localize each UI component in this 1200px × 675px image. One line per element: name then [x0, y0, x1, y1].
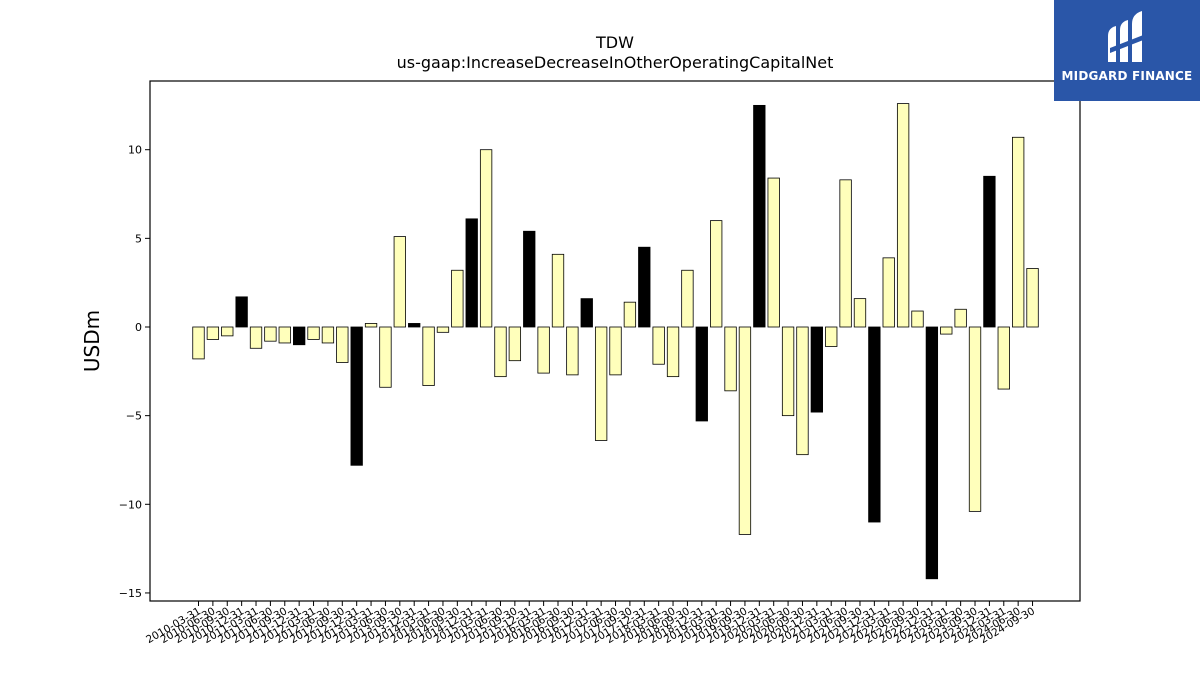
bars-group	[192, 103, 1039, 580]
bar-2023-06-30	[954, 308, 967, 328]
bar-2017-06-30	[609, 326, 622, 376]
bar-2015-03-31	[479, 149, 493, 328]
bar-2022-12-31	[925, 326, 939, 580]
bar-2012-09-30	[336, 326, 349, 363]
bar-2014-06-30	[436, 326, 450, 333]
bar-2020-09-30	[796, 326, 809, 456]
chart-subtitle: us-gaap:IncreaseDecreaseInOtherOperating…	[397, 53, 834, 72]
bar-2014-09-30	[451, 269, 464, 328]
bar-2023-03-31	[940, 326, 953, 335]
x-axis: 2010-03-312010-06-302010-09-302010-12-31…	[144, 601, 1037, 646]
bar-2020-12-31	[810, 326, 823, 413]
bar-2023-09-30	[968, 326, 982, 512]
bar-2024-09-30	[1026, 268, 1039, 328]
bar-2021-09-30	[853, 298, 867, 328]
plot-frame	[149, 80, 1081, 602]
bar-2016-06-30	[551, 253, 565, 328]
y-tick-label: −5	[126, 410, 142, 423]
y-tick-label: −15	[119, 587, 142, 600]
bar-2024-06-30	[1012, 136, 1025, 328]
bar-2013-03-31	[364, 323, 378, 328]
bar-2011-09-30	[278, 326, 291, 344]
bar-2020-06-30	[781, 326, 795, 417]
bar-2016-12-31	[580, 298, 593, 328]
bar-2018-12-31	[695, 326, 708, 422]
bar-2010-06-30	[206, 326, 220, 340]
bar-2010-09-30	[221, 326, 234, 337]
bar-2019-09-30	[738, 326, 752, 535]
bar-2021-12-31	[868, 326, 881, 523]
bar-2019-03-31	[710, 220, 723, 328]
logo-text: MIDGARD FINANCE	[1061, 69, 1193, 83]
bar-2011-12-31	[293, 326, 306, 346]
y-tick-label: 5	[135, 232, 142, 245]
bar-2015-06-30	[494, 326, 507, 378]
bar-2018-06-30	[666, 326, 680, 378]
bar-2011-06-30	[264, 326, 277, 342]
bar-2016-03-31	[537, 326, 550, 374]
bar-2013-06-30	[379, 326, 392, 388]
bar-2010-03-31	[192, 326, 205, 360]
y-tick-label: 0	[135, 321, 142, 334]
bar-2012-12-31	[350, 326, 363, 466]
bar-2022-03-31	[882, 257, 895, 328]
bar-2012-03-31	[307, 326, 320, 340]
bar-2015-12-31	[523, 230, 536, 328]
bar-2013-09-30	[393, 236, 406, 328]
bar-2018-09-30	[681, 269, 694, 328]
bar-2021-03-31	[825, 326, 838, 347]
bar-2013-12-31	[408, 323, 421, 328]
bar-2017-09-30	[623, 301, 637, 328]
midgard-finance-logo: MIDGARD FINANCE	[1054, 0, 1200, 101]
bar-2022-09-30	[911, 310, 924, 328]
bar-2020-03-31	[767, 177, 780, 328]
y-tick-label: 10	[128, 144, 142, 157]
bar-2017-12-31	[638, 246, 651, 328]
bar-2019-12-31	[753, 104, 766, 328]
bar-2010-12-31	[235, 296, 248, 328]
midgard-logo-icon	[1108, 11, 1146, 62]
chart-title: TDW	[595, 33, 634, 52]
y-tick-label: −10	[119, 498, 142, 511]
bar-2011-03-31	[249, 326, 263, 349]
bar-2023-12-31	[983, 175, 996, 328]
bar-2016-09-30	[566, 326, 579, 376]
bar-2014-12-31	[465, 218, 478, 328]
bar-2014-03-31	[422, 326, 435, 386]
bar-2012-06-30	[321, 326, 335, 344]
bar-2018-03-31	[652, 326, 665, 365]
bar-2019-06-30	[724, 326, 737, 392]
bar-2017-03-31	[594, 326, 608, 441]
bar-2021-06-30	[839, 179, 852, 328]
bar-2024-03-31	[997, 326, 1010, 390]
y-axis: −15 −10 −5 0 5 10	[119, 144, 150, 600]
bar-2022-06-30	[896, 103, 910, 328]
y-axis-label: USDm	[80, 310, 104, 372]
bar-2015-09-30	[508, 326, 522, 362]
